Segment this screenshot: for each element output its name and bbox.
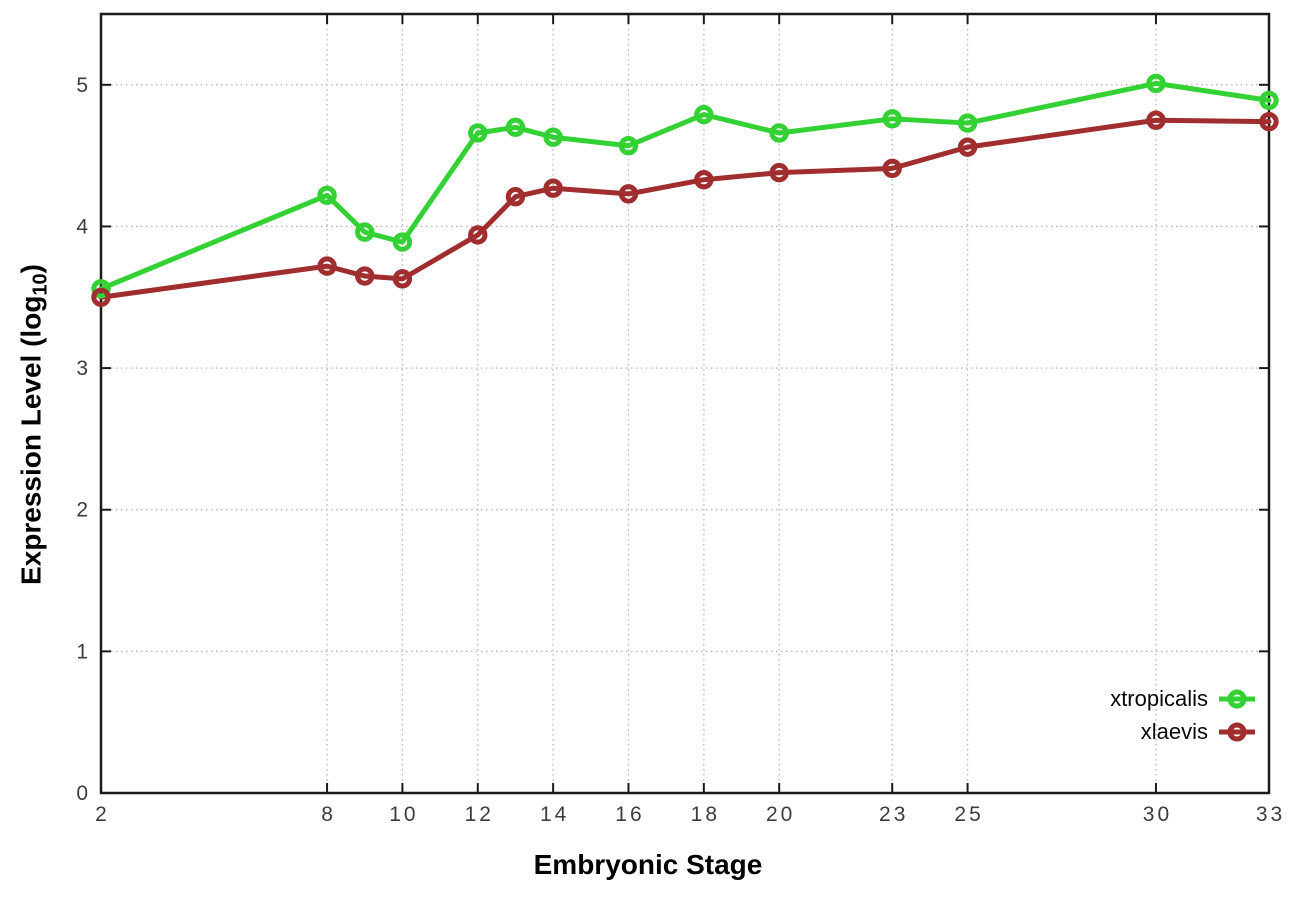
y-tick-label-4: 4 xyxy=(76,215,90,238)
y-tick-labels: 0 1 2 3 4 5 xyxy=(76,74,90,805)
x-tick-label-8: 8 xyxy=(321,803,336,826)
data-point-xtropicalis-20 xyxy=(769,123,789,143)
x-tick-label-12: 12 xyxy=(465,803,494,826)
x-tick-label-2: 2 xyxy=(95,803,110,826)
data-point-xlaevis-20 xyxy=(769,162,789,183)
legend-label-xtropicalis: xtropicalis xyxy=(1110,686,1208,711)
data-point-xtropicalis-13 xyxy=(505,117,526,138)
legend-marker-xlaevis xyxy=(1219,722,1255,742)
x-tick-label-20: 20 xyxy=(766,803,795,826)
data-point-xtropicalis-10 xyxy=(392,232,413,252)
data-point-xtropicalis-14 xyxy=(543,127,563,147)
legend-marker-xtropicalis xyxy=(1219,689,1255,709)
data-point-xlaevis-8 xyxy=(317,256,337,276)
data-point-xtropicalis-18 xyxy=(694,104,714,125)
legend-label-xlaevis: xlaevis xyxy=(1140,719,1208,744)
x-tick-label-14: 14 xyxy=(540,803,569,826)
data-point-xlaevis-18 xyxy=(694,170,714,190)
data-point-xtropicalis-2 xyxy=(91,279,111,299)
data-point-xlaevis-10 xyxy=(392,269,413,289)
x-tick-label-18: 18 xyxy=(691,803,720,826)
x-tick-label-25: 25 xyxy=(954,803,983,826)
data-point-xtropicalis-25 xyxy=(957,113,978,133)
data-point-xlaevis-25 xyxy=(957,137,978,157)
x-tick-label-10: 10 xyxy=(389,803,418,826)
data-point-xlaevis-13 xyxy=(505,187,526,207)
data-point-xlaevis-16 xyxy=(618,184,639,204)
data-point-xtropicalis-16 xyxy=(618,136,639,156)
y-tick-label-5: 5 xyxy=(76,74,90,97)
series-markers-xtropicalis xyxy=(91,73,1279,299)
data-point-xlaevis-9 xyxy=(355,266,375,286)
x-axis-title-text: Embryonic Stage xyxy=(533,849,763,880)
series-line-xtropicalis xyxy=(98,80,1272,292)
y-axis-title-text: Expression Level (log xyxy=(15,295,47,585)
legend-item-xtropicalis: xtropicalis xyxy=(1110,686,1256,712)
data-point-xlaevis-12 xyxy=(468,225,488,245)
legend-item-xlaevis: xlaevis xyxy=(1110,719,1256,745)
series-markers-xlaevis xyxy=(91,110,1279,307)
data-point-xlaevis-14 xyxy=(543,178,563,198)
data-point-xlaevis-23 xyxy=(882,158,902,179)
y-axis-title-suffix: ) xyxy=(15,264,47,274)
y-tick-label-2: 2 xyxy=(76,499,90,522)
data-point-xlaevis-33 xyxy=(1259,111,1279,132)
x-tick-label-33: 33 xyxy=(1256,803,1285,826)
y-tick-label-3: 3 xyxy=(76,357,90,380)
data-point-xtropicalis-23 xyxy=(882,109,902,129)
y-tick-label-0: 0 xyxy=(76,782,90,805)
data-point-xlaevis-2 xyxy=(91,287,111,307)
data-point-xlaevis-30 xyxy=(1146,110,1166,130)
data-point-xtropicalis-30 xyxy=(1146,73,1166,94)
tick-marks xyxy=(100,14,1270,794)
data-point-xtropicalis-9 xyxy=(355,222,375,242)
series-line-xlaevis xyxy=(98,117,1272,300)
x-tick-label-30: 30 xyxy=(1143,803,1172,826)
legend: xtropicalis xlaevis xyxy=(1110,686,1256,745)
plot-border xyxy=(99,12,1271,795)
y-tick-label-1: 1 xyxy=(76,640,90,663)
y-axis-title-subscript: 10 xyxy=(29,273,52,296)
data-point-xtropicalis-12 xyxy=(468,123,488,143)
data-point-xtropicalis-8 xyxy=(317,185,337,205)
x-tick-label-16: 16 xyxy=(615,803,644,826)
y-axis-title: Expression Level (log10) xyxy=(16,25,53,825)
x-tick-label-23: 23 xyxy=(879,803,908,826)
x-axis-title: Embryonic Stage xyxy=(0,849,1296,881)
data-point-xtropicalis-33 xyxy=(1259,90,1279,111)
x-tick-labels: 2 8 10 12 14 16 18 20 23 25 30 33 xyxy=(95,803,1285,826)
